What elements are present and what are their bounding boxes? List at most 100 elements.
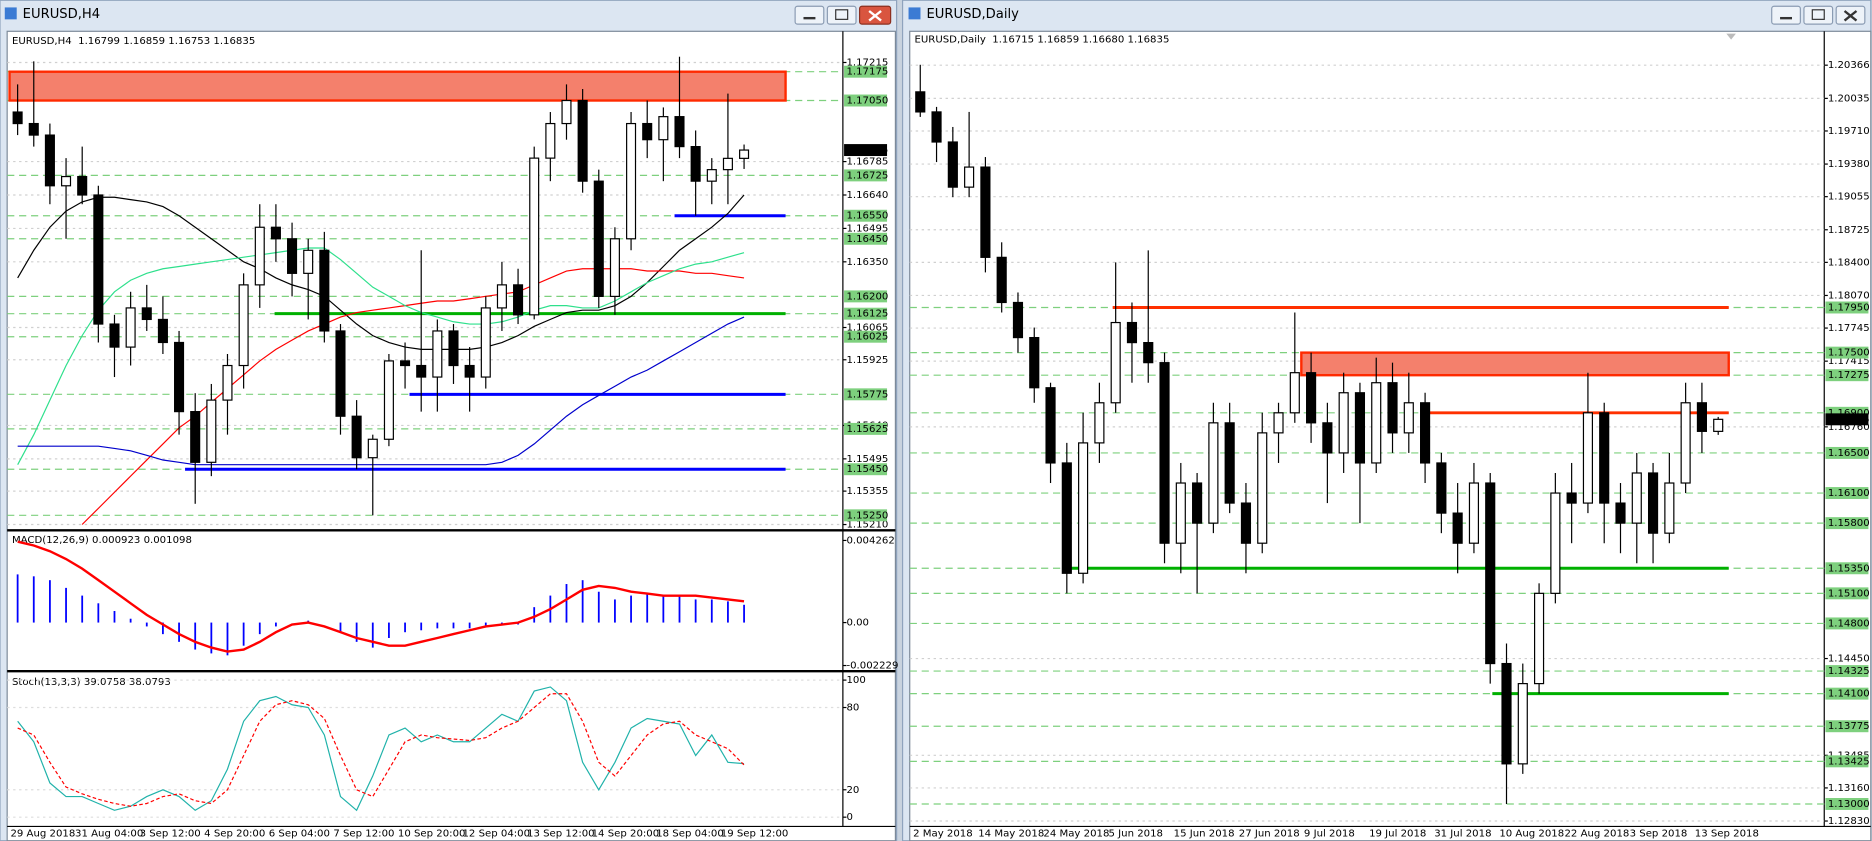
x-tick-label: 9 Jul 2018 — [1304, 829, 1355, 840]
candle-body — [1713, 418, 1724, 432]
maximize-button[interactable] — [826, 5, 857, 25]
window-icon — [908, 7, 921, 20]
candle-body — [739, 149, 750, 159]
candle-body — [690, 146, 701, 182]
level-label-bg — [844, 65, 888, 78]
stoch-signal — [17, 693, 745, 807]
candle-body — [626, 122, 637, 240]
candle-body — [1403, 402, 1414, 434]
candle-body — [1631, 472, 1642, 524]
candle-body — [1615, 502, 1626, 524]
y-tick-label: 1.19380 — [1828, 159, 1870, 170]
y-tick-label: 1.16640 — [846, 190, 888, 201]
level-label-bg — [844, 509, 888, 522]
zone — [1300, 351, 1730, 377]
x-tick-label: 22 Aug 2018 — [1564, 829, 1629, 840]
candle-body — [400, 360, 411, 367]
candle-body — [1468, 482, 1480, 544]
level-label-bg — [844, 422, 888, 435]
candle-body — [238, 284, 249, 367]
current-price: 1.16835 — [1828, 414, 1870, 425]
candle-body — [545, 122, 556, 159]
candle-body — [1045, 387, 1056, 464]
level-label-bg — [1825, 562, 1869, 575]
y-tick-label: 1.16760 — [1828, 422, 1870, 433]
level-label-bg — [844, 307, 888, 320]
level-label: 1.14325 — [1828, 666, 1870, 677]
x-tick-label: 3 Sep 2018 — [1630, 829, 1688, 840]
candle-body — [1143, 342, 1154, 364]
x-tick-label: 7 Sep 12:00 — [333, 829, 394, 840]
moving-average — [17, 247, 745, 465]
candle-body — [222, 364, 233, 401]
y-tick-label: 1.20366 — [1828, 60, 1870, 71]
close-glyph — [1843, 10, 1858, 22]
level-label: 1.16100 — [1828, 488, 1870, 499]
candle-body — [1126, 321, 1138, 344]
level-label-bg — [1825, 446, 1869, 459]
level-label: 1.16450 — [846, 234, 888, 245]
candle-body — [125, 307, 136, 348]
candle-body — [28, 122, 39, 136]
x-tick-label: 31 Aug 04:00 — [75, 829, 143, 840]
level-label: 1.16725 — [846, 170, 888, 181]
level-label: 1.16025 — [846, 332, 888, 343]
candle-body — [464, 364, 475, 378]
y-tick-label: 1.16350 — [846, 257, 888, 268]
y-tick-label: 80 — [846, 703, 859, 714]
level-label: 1.16550 — [846, 211, 888, 222]
candle-body — [1436, 462, 1447, 514]
candle-body — [287, 238, 298, 274]
y-tick-label: 20 — [846, 785, 859, 796]
y-tick-label: 0.00 — [846, 618, 869, 629]
y-tick-label: 1.16785 — [846, 157, 888, 168]
candle-body — [319, 249, 330, 332]
candle-body — [1273, 412, 1284, 434]
level-label: 1.15350 — [1828, 563, 1870, 574]
level-label-bg — [1825, 665, 1869, 678]
x-tick-label: 5 Jun 2018 — [1109, 829, 1163, 840]
candle-body — [12, 111, 23, 125]
candle-body — [206, 399, 217, 463]
level-label: 1.16900 — [1828, 408, 1870, 419]
x-tick-label: 31 Jul 2018 — [1434, 829, 1491, 840]
minimize-button[interactable] — [794, 5, 825, 25]
y-tick-label: 1.18725 — [1828, 225, 1870, 236]
candle-body — [77, 175, 88, 196]
level-label: 1.17175 — [846, 67, 888, 78]
level-label: 1.13000 — [1828, 799, 1870, 810]
candle-body — [915, 91, 926, 113]
candle-body — [190, 411, 201, 463]
maximize-glyph — [835, 9, 849, 20]
window-icon — [4, 7, 17, 20]
level-label: 1.14800 — [1828, 618, 1870, 629]
y-tick-label: 100 — [846, 675, 865, 686]
level-label-bg — [844, 290, 888, 303]
chart-info: EURUSD,Daily 1.16715 1.16859 1.16680 1.1… — [915, 35, 1170, 46]
level-label-bg — [1825, 617, 1869, 630]
x-tick-label: 13 Sep 2018 — [1695, 829, 1759, 840]
chart-area — [909, 30, 1872, 841]
x-tick-label: 12 Sep 04:00 — [462, 829, 530, 840]
maximize-button[interactable] — [1803, 5, 1834, 25]
candle-body — [1680, 402, 1691, 484]
candle-body — [1061, 462, 1072, 574]
candle-body — [947, 141, 958, 188]
moving-average — [17, 316, 745, 466]
candle-body — [351, 415, 362, 459]
candle-body — [1175, 482, 1186, 544]
level-label-bg — [1825, 406, 1869, 419]
candle-body — [174, 341, 185, 413]
daily-window: EURUSD,Daily EURUSD,Daily 1.16715 1.1685… — [901, 0, 1872, 841]
candle-body — [931, 111, 942, 143]
chart-area — [6, 30, 897, 841]
candle-body — [1078, 442, 1089, 574]
level-label: 1.15450 — [846, 464, 888, 475]
y-tick-label: 1.15210 — [846, 520, 888, 531]
candle-body — [1240, 502, 1252, 544]
level-label-bg — [1825, 720, 1869, 733]
minimize-button[interactable] — [1771, 5, 1801, 25]
y-tick-label: 1.19710 — [1828, 126, 1870, 137]
candle-body — [1485, 482, 1496, 665]
candle-body — [157, 318, 168, 344]
